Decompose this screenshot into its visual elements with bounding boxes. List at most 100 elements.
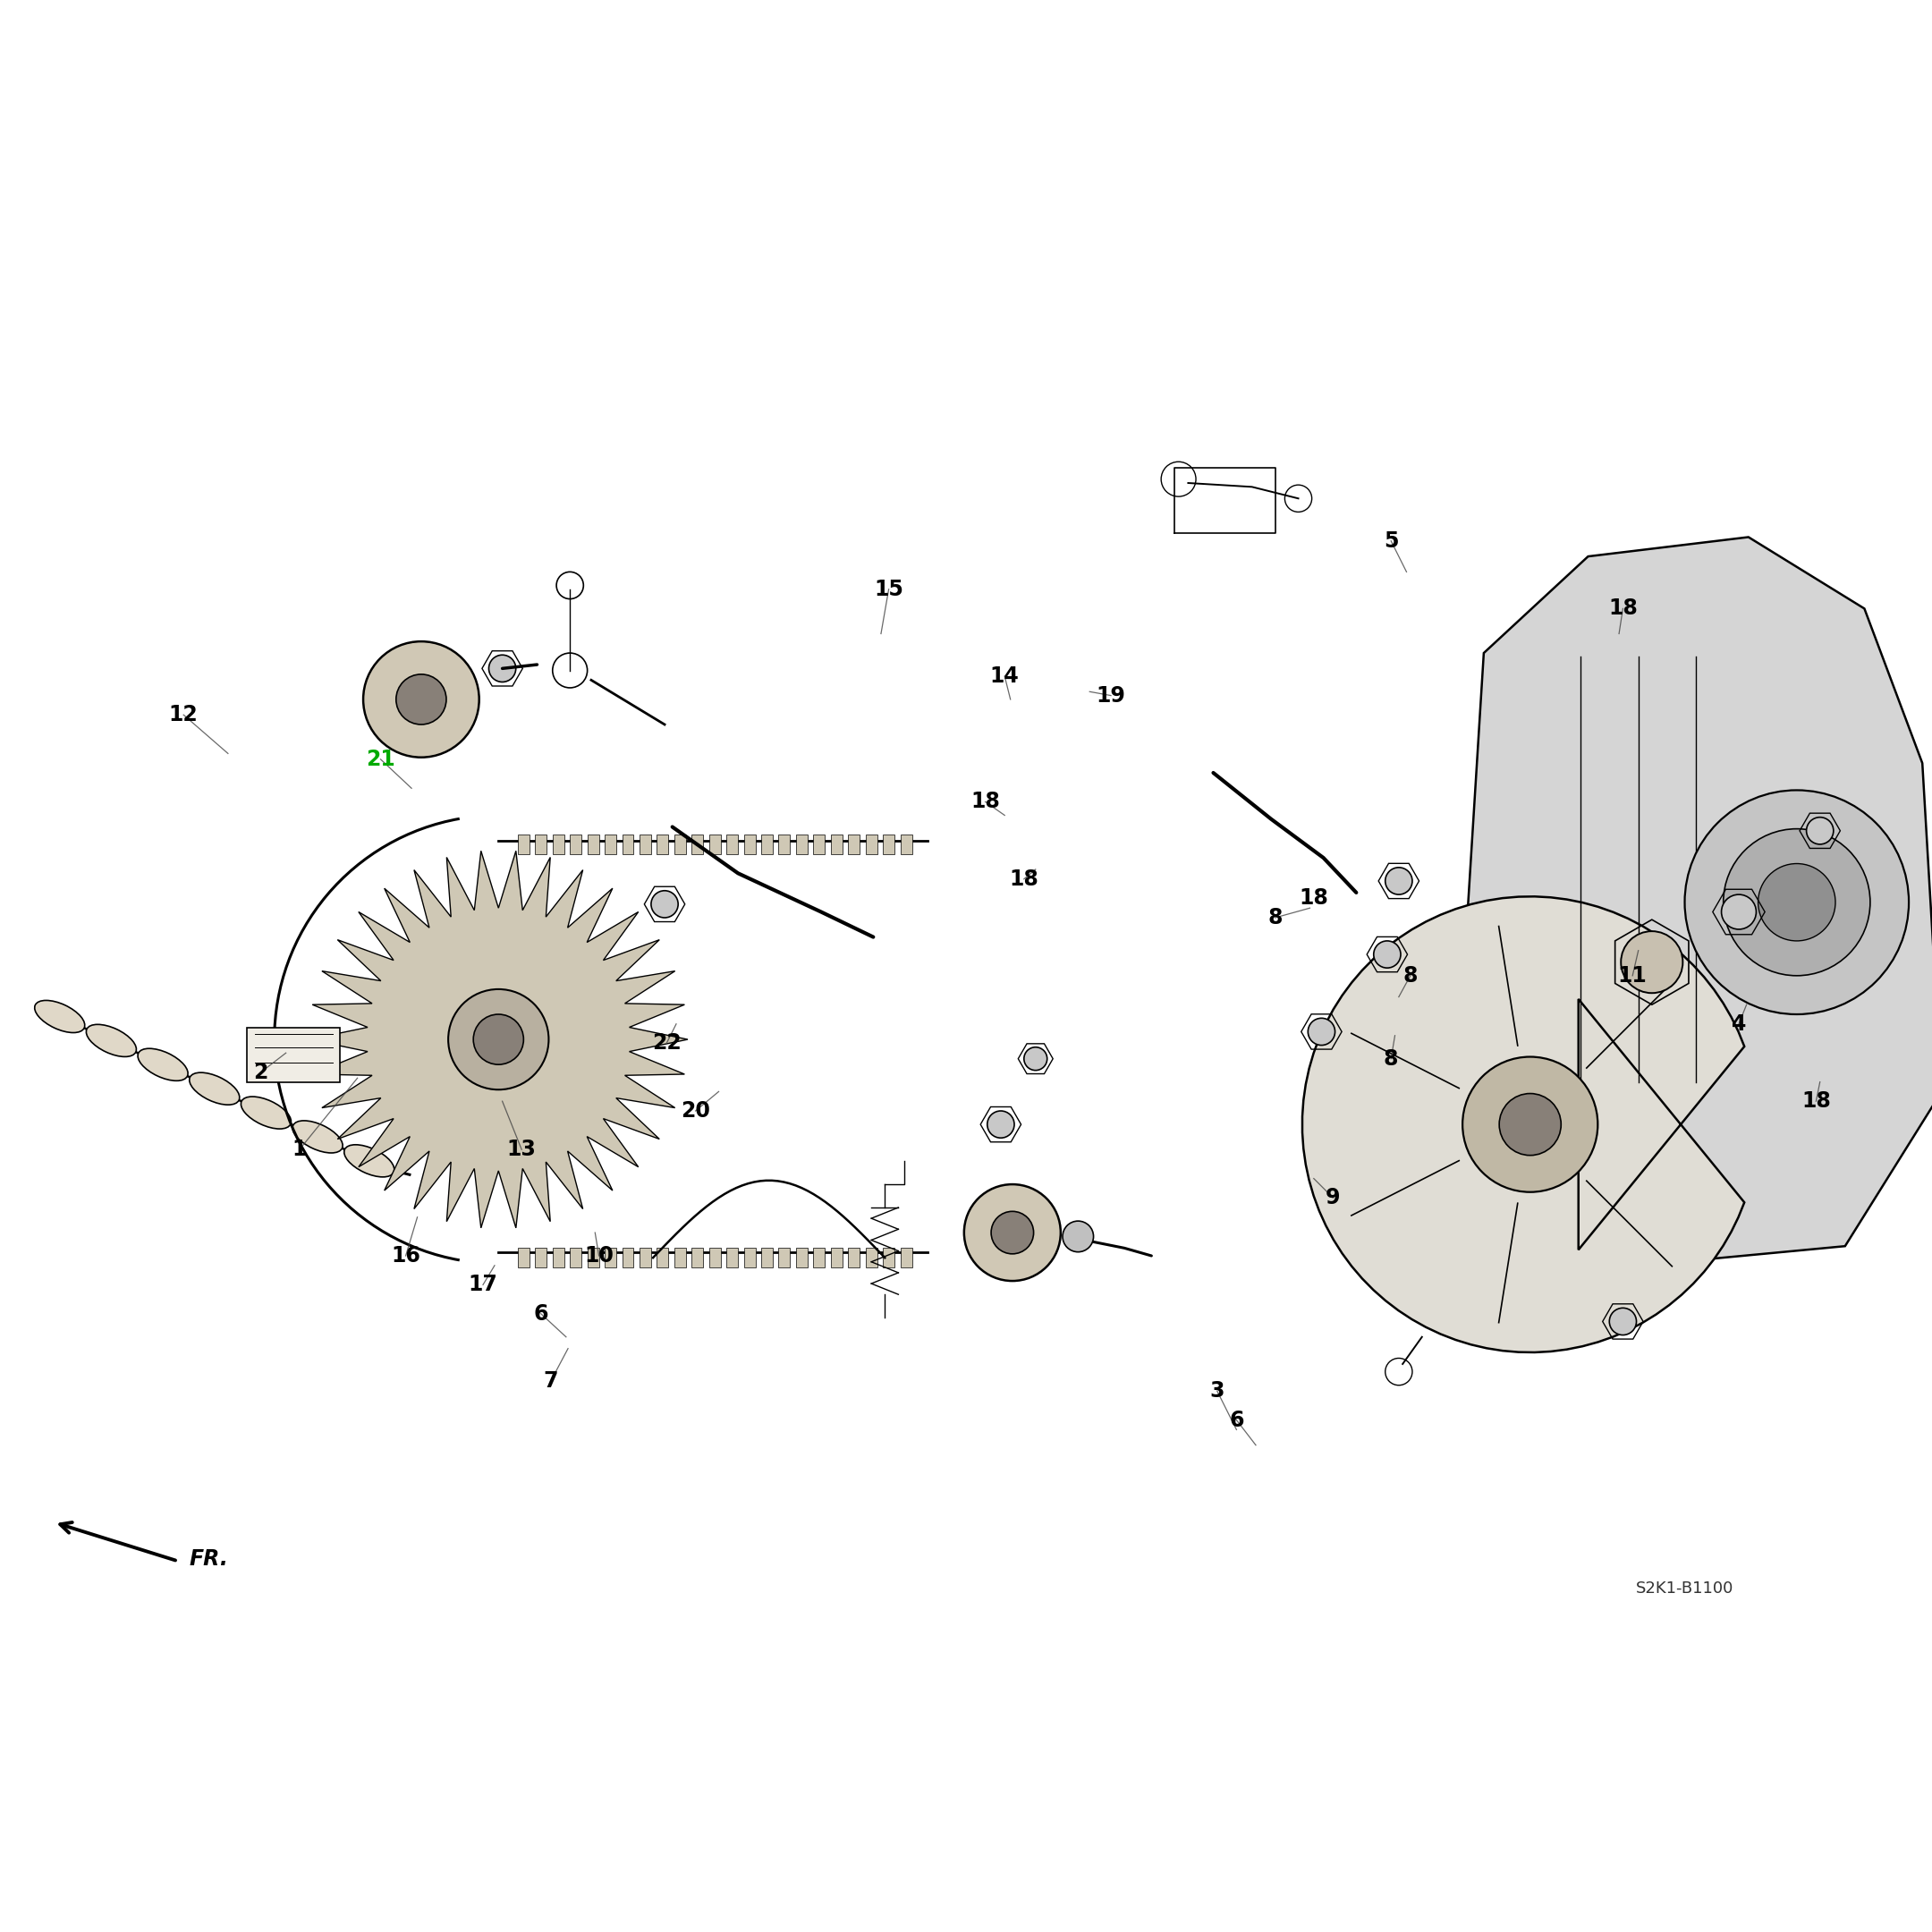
- Ellipse shape: [189, 1072, 240, 1105]
- Bar: [639, 1248, 651, 1267]
- Bar: [866, 1248, 877, 1267]
- Bar: [726, 1248, 738, 1267]
- Circle shape: [1721, 895, 1756, 929]
- Bar: [587, 1248, 599, 1267]
- Bar: [761, 1248, 773, 1267]
- Text: 20: 20: [680, 1099, 711, 1122]
- Polygon shape: [1464, 537, 1932, 1279]
- Text: 1: 1: [292, 1138, 307, 1161]
- Text: 5: 5: [1383, 529, 1399, 553]
- Circle shape: [1374, 941, 1401, 968]
- Text: 13: 13: [506, 1138, 537, 1161]
- Circle shape: [1385, 867, 1412, 895]
- Circle shape: [991, 1211, 1034, 1254]
- Text: 12: 12: [168, 703, 199, 726]
- Bar: [639, 835, 651, 854]
- Circle shape: [1806, 817, 1833, 844]
- Bar: [605, 835, 616, 854]
- Bar: [796, 1248, 808, 1267]
- Bar: [883, 835, 895, 854]
- Bar: [657, 835, 668, 854]
- Bar: [553, 1248, 564, 1267]
- Text: 8: 8: [1403, 964, 1418, 987]
- Circle shape: [489, 655, 516, 682]
- Text: 6: 6: [1229, 1408, 1244, 1432]
- Circle shape: [1621, 931, 1683, 993]
- Circle shape: [1685, 790, 1909, 1014]
- Ellipse shape: [292, 1121, 342, 1153]
- Text: 2: 2: [253, 1061, 269, 1084]
- Text: 18: 18: [1607, 597, 1638, 620]
- Text: 22: 22: [651, 1032, 682, 1055]
- Bar: [744, 1248, 755, 1267]
- Bar: [709, 835, 721, 854]
- Ellipse shape: [242, 1097, 292, 1128]
- Text: 18: 18: [1801, 1090, 1832, 1113]
- Text: 4: 4: [1731, 1012, 1747, 1036]
- Bar: [587, 835, 599, 854]
- Circle shape: [396, 674, 446, 724]
- Bar: [831, 835, 842, 854]
- Bar: [622, 1248, 634, 1267]
- Bar: [570, 835, 582, 854]
- Text: 14: 14: [989, 665, 1020, 688]
- Ellipse shape: [137, 1049, 187, 1080]
- Bar: [518, 835, 529, 854]
- Text: 18: 18: [1009, 867, 1039, 891]
- Bar: [247, 1028, 340, 1082]
- Text: FR.: FR.: [189, 1548, 228, 1571]
- Circle shape: [473, 1014, 524, 1065]
- Text: 18: 18: [970, 790, 1001, 813]
- Bar: [779, 835, 790, 854]
- Bar: [796, 835, 808, 854]
- Circle shape: [363, 641, 479, 757]
- Bar: [813, 1248, 825, 1267]
- Bar: [883, 1248, 895, 1267]
- Circle shape: [1308, 1018, 1335, 1045]
- Text: 6: 6: [533, 1302, 549, 1325]
- Text: 18: 18: [1298, 887, 1329, 910]
- Circle shape: [964, 1184, 1061, 1281]
- Bar: [605, 1248, 616, 1267]
- Bar: [744, 835, 755, 854]
- Bar: [553, 835, 564, 854]
- Ellipse shape: [344, 1146, 394, 1177]
- Text: S2K1-B1100: S2K1-B1100: [1636, 1580, 1733, 1596]
- Circle shape: [651, 891, 678, 918]
- Bar: [622, 835, 634, 854]
- Circle shape: [448, 989, 549, 1090]
- Bar: [570, 1248, 582, 1267]
- Text: 16: 16: [390, 1244, 421, 1267]
- Circle shape: [1463, 1057, 1598, 1192]
- Bar: [709, 1248, 721, 1267]
- Bar: [848, 835, 860, 854]
- Text: 21: 21: [365, 748, 396, 771]
- Polygon shape: [309, 850, 688, 1229]
- Text: 10: 10: [583, 1244, 614, 1267]
- Polygon shape: [1302, 896, 1745, 1352]
- Text: 9: 9: [1325, 1186, 1341, 1209]
- Bar: [657, 1248, 668, 1267]
- Circle shape: [1758, 864, 1835, 941]
- Bar: [866, 835, 877, 854]
- Bar: [674, 1248, 686, 1267]
- Circle shape: [1723, 829, 1870, 976]
- Ellipse shape: [87, 1024, 137, 1057]
- Bar: [813, 835, 825, 854]
- Circle shape: [1609, 1308, 1636, 1335]
- Bar: [900, 1248, 912, 1267]
- Bar: [761, 835, 773, 854]
- Bar: [900, 835, 912, 854]
- Text: 8: 8: [1267, 906, 1283, 929]
- Bar: [831, 1248, 842, 1267]
- Text: 8: 8: [1383, 1047, 1399, 1070]
- Circle shape: [987, 1111, 1014, 1138]
- Bar: [692, 1248, 703, 1267]
- Text: 11: 11: [1617, 964, 1648, 987]
- Text: 19: 19: [1095, 684, 1126, 707]
- Text: 7: 7: [543, 1370, 558, 1393]
- Bar: [779, 1248, 790, 1267]
- Circle shape: [1024, 1047, 1047, 1070]
- Bar: [535, 1248, 547, 1267]
- Text: 17: 17: [468, 1273, 498, 1296]
